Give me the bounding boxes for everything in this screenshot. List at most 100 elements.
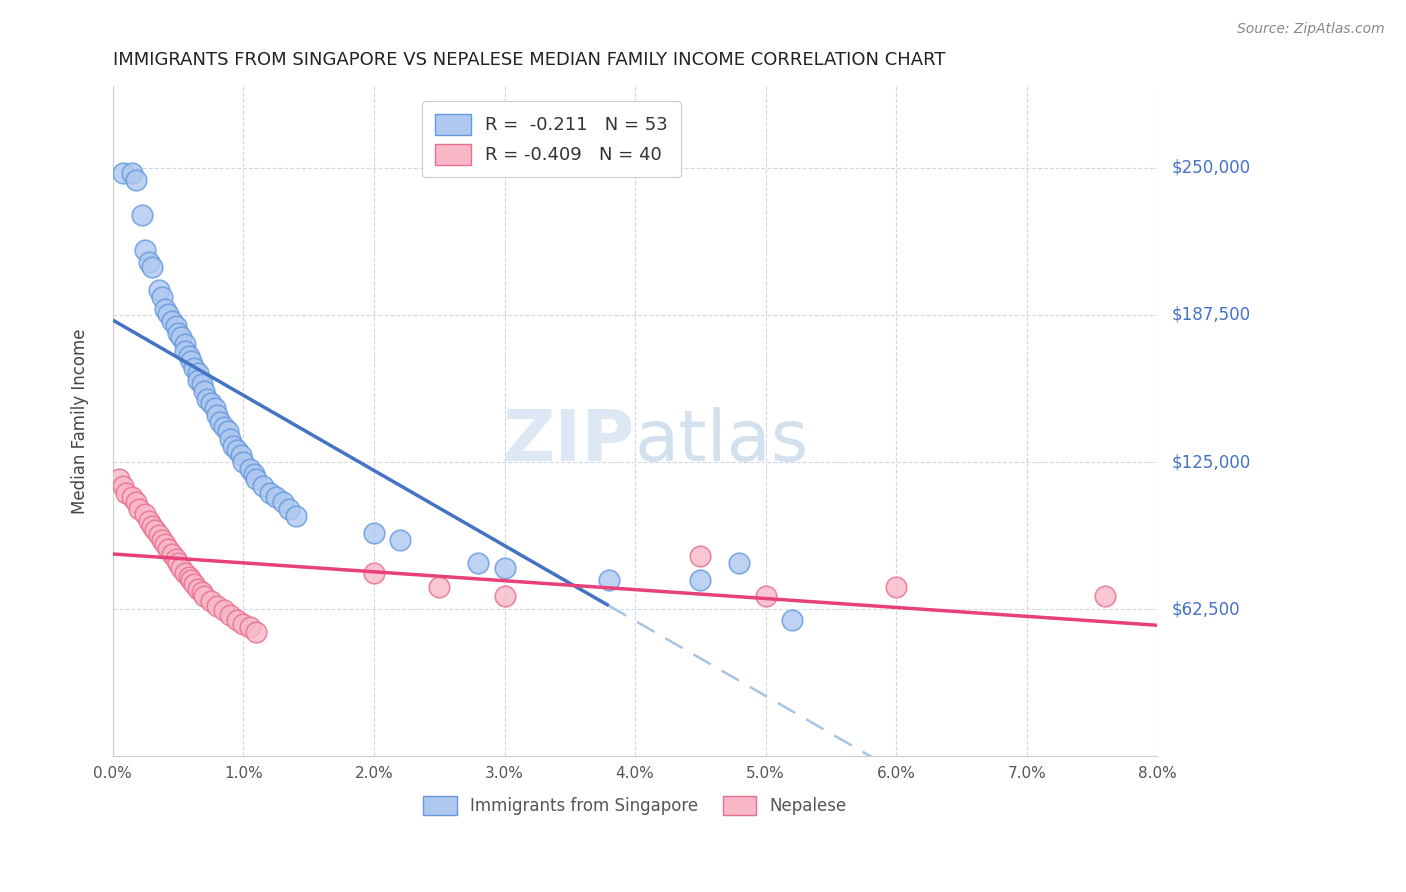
Point [389,533,412,547]
Point [141,260,163,274]
Point [153,302,176,317]
Point [222,439,245,453]
Text: $250,000: $250,000 [1171,159,1250,177]
Point [177,349,200,363]
Point [190,377,212,392]
Point [173,337,195,351]
Point [245,471,267,485]
Point [173,344,195,359]
Point [148,528,170,542]
Point [125,172,148,186]
Point [229,448,252,462]
Point [143,524,166,538]
Point [225,443,247,458]
Point [728,556,751,570]
Point [187,366,209,380]
Point [193,384,215,399]
Point [180,354,202,368]
Point [284,509,307,524]
Point [212,419,235,434]
Text: Source: ZipAtlas.com: Source: ZipAtlas.com [1237,22,1385,37]
Point [167,326,190,340]
Point [165,318,187,333]
Point [152,290,174,304]
Text: $187,500: $187,500 [1171,306,1250,324]
Point [208,415,231,429]
Point [153,537,176,551]
Text: IMMIGRANTS FROM SINGAPORE VS NEPALESE MEDIAN FAMILY INCOME CORRELATION CHART: IMMIGRANTS FROM SINGAPORE VS NEPALESE ME… [112,51,945,69]
Point [363,525,385,540]
Point [755,589,778,603]
Point [217,425,239,439]
Point [243,467,266,481]
Point [190,584,212,599]
Text: $125,000: $125,000 [1171,453,1250,471]
Text: ZIP: ZIP [503,407,636,475]
Point [427,580,450,594]
Text: $62,500: $62,500 [1171,600,1240,618]
Point [180,573,202,587]
Point [271,495,294,509]
Point [138,255,160,269]
Point [193,589,215,603]
Point [170,561,193,575]
Point [200,396,222,410]
Point [148,283,170,297]
Point [494,561,516,575]
Point [259,485,281,500]
Point [152,533,174,547]
Point [165,551,187,566]
Point [884,580,907,594]
Point [363,566,385,580]
Point [160,314,183,328]
Point [219,432,242,446]
Point [121,165,143,179]
Point [156,542,179,557]
Point [128,502,150,516]
Point [177,570,200,584]
Point [232,455,254,469]
Point [183,577,205,591]
Point [167,556,190,570]
Point [125,495,148,509]
Point [239,462,262,476]
Point [108,471,131,485]
Point [494,589,516,603]
Y-axis label: Median Family Income: Median Family Income [72,328,89,514]
Point [112,165,135,179]
Point [115,485,138,500]
Point [173,566,195,580]
Text: atlas: atlas [636,407,810,475]
Point [207,408,229,422]
Point [264,491,287,505]
Point [219,608,242,623]
Point [134,244,156,258]
Point [204,401,226,415]
Point [467,556,489,570]
Point [187,582,209,596]
Point [212,603,235,617]
Point [141,518,163,533]
Point [207,599,229,613]
Point [170,330,193,344]
Point [195,392,218,406]
Point [121,491,143,505]
Point [156,307,179,321]
Point [131,208,153,222]
Point [239,620,262,634]
Point [160,547,183,561]
Point [232,617,254,632]
Point [598,573,620,587]
Point [1094,589,1116,603]
Point [689,573,711,587]
Point [245,624,267,639]
Point [689,549,711,564]
Point [200,594,222,608]
Point [278,502,301,516]
Point [780,613,803,627]
Point [112,478,135,492]
Point [225,613,247,627]
Point [252,478,274,492]
Point [183,360,205,375]
Point [138,514,160,528]
